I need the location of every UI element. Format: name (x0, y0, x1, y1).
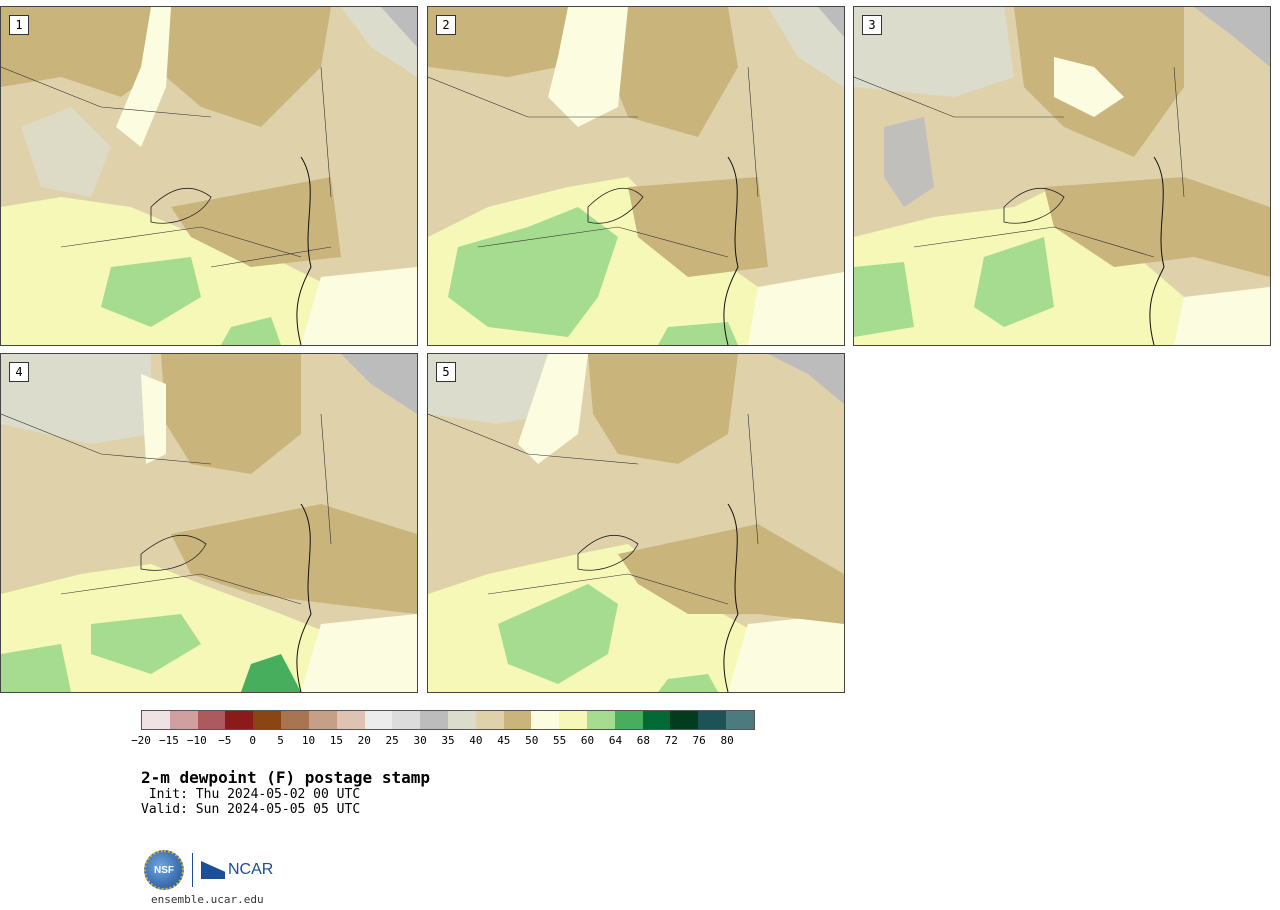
colorbar-tick-label: 0 (249, 734, 256, 747)
colorbar-tick-label: 50 (525, 734, 539, 747)
dewpoint-map-5 (428, 354, 844, 692)
dewpoint-map-3 (854, 7, 1270, 345)
ncar-mark-icon (201, 861, 225, 879)
colorbar-swatch (698, 711, 727, 729)
colorbar-tick-label: 72 (664, 734, 678, 747)
colorbar-swatch (308, 711, 337, 729)
colorbar-tick-label: 60 (580, 734, 595, 747)
colorbar-swatch (559, 711, 587, 729)
colorbar-tick-label: 76 (692, 734, 706, 747)
colorbar-tick-label: −20 (131, 734, 151, 747)
colorbar (141, 710, 755, 730)
colorbar-tick-label: −10 (186, 734, 207, 747)
colorbar-tick-label: 30 (413, 734, 427, 747)
colorbar-swatch (642, 711, 671, 729)
colorbar-swatch (420, 711, 448, 729)
site-url: ensemble.ucar.edu (151, 893, 264, 906)
colorbar-tick-label: 40 (469, 734, 483, 747)
colorbar-swatch (503, 711, 532, 729)
colorbar-swatch (531, 711, 560, 729)
colorbar-swatch (587, 711, 615, 729)
colorbar-tick-label: 25 (385, 734, 399, 747)
panel-number: 5 (436, 362, 456, 382)
colorbar-swatch (392, 711, 421, 729)
colorbar-swatch (281, 711, 309, 729)
colorbar-swatch (169, 711, 198, 729)
colorbar-swatch (364, 711, 393, 729)
panel-number: 1 (9, 15, 29, 35)
ncar-logo-text: NCAR (228, 861, 274, 878)
colorbar-swatch (253, 711, 282, 729)
colorbar-tick-label: 20 (357, 734, 371, 747)
colorbar-tick-label: −5 (218, 734, 232, 747)
colorbar-swatch (475, 711, 504, 729)
colorbar-tick-label: 35 (441, 734, 455, 747)
dewpoint-map-4 (1, 354, 417, 692)
colorbar-tick-label: 68 (636, 734, 650, 747)
panel-number: 3 (862, 15, 882, 35)
map-panel-1: 1 (0, 6, 418, 346)
colorbar-swatch (726, 711, 754, 729)
colorbar-swatch (142, 711, 170, 729)
map-panel-5: 5 (427, 353, 845, 693)
panel-number: 4 (9, 362, 29, 382)
colorbar-ticks: −20 −15 −10 −5 0 5 10 15 20 25 30 35 40 45 50 55 60 64 68 7… (131, 734, 755, 750)
valid-time: Valid: Sun 2024-05-05 05 UTC (141, 802, 361, 817)
colorbar-tick-label: 15 (329, 734, 343, 747)
map-panel-2: 2 (427, 6, 845, 346)
colorbar-tick-label: 45 (497, 734, 511, 747)
colorbar-tick-label: 64 (608, 734, 623, 747)
colorbar-tick-label: 55 (553, 734, 567, 747)
map-panel-4: 4 (0, 353, 418, 693)
panel-number: 2 (436, 15, 456, 35)
dewpoint-map-2 (428, 7, 844, 345)
colorbar-tick-label: −15 (158, 734, 179, 747)
nsf-logo-icon: NSF (144, 850, 184, 890)
colorbar-swatch (670, 711, 699, 729)
ncar-logo: NCAR (201, 861, 273, 879)
colorbar-tick-label: 5 (277, 734, 284, 747)
logo-divider (192, 853, 193, 887)
colorbar-swatch (614, 711, 643, 729)
chart-title: 2-m dewpoint (F) postage stamp (141, 768, 430, 787)
logo-group: NSF NCAR (144, 850, 273, 890)
colorbar-tick-label: 80 (720, 734, 734, 747)
colorbar-tick-label: 10 (301, 734, 316, 747)
colorbar-swatch (336, 711, 365, 729)
colorbar-swatch (447, 711, 476, 729)
map-panel-3: 3 (853, 6, 1271, 346)
init-time: Init: Thu 2024-05-02 00 UTC (141, 787, 361, 802)
colorbar-swatch (197, 711, 226, 729)
dewpoint-map-1 (1, 7, 417, 345)
colorbar-swatch (225, 711, 254, 729)
